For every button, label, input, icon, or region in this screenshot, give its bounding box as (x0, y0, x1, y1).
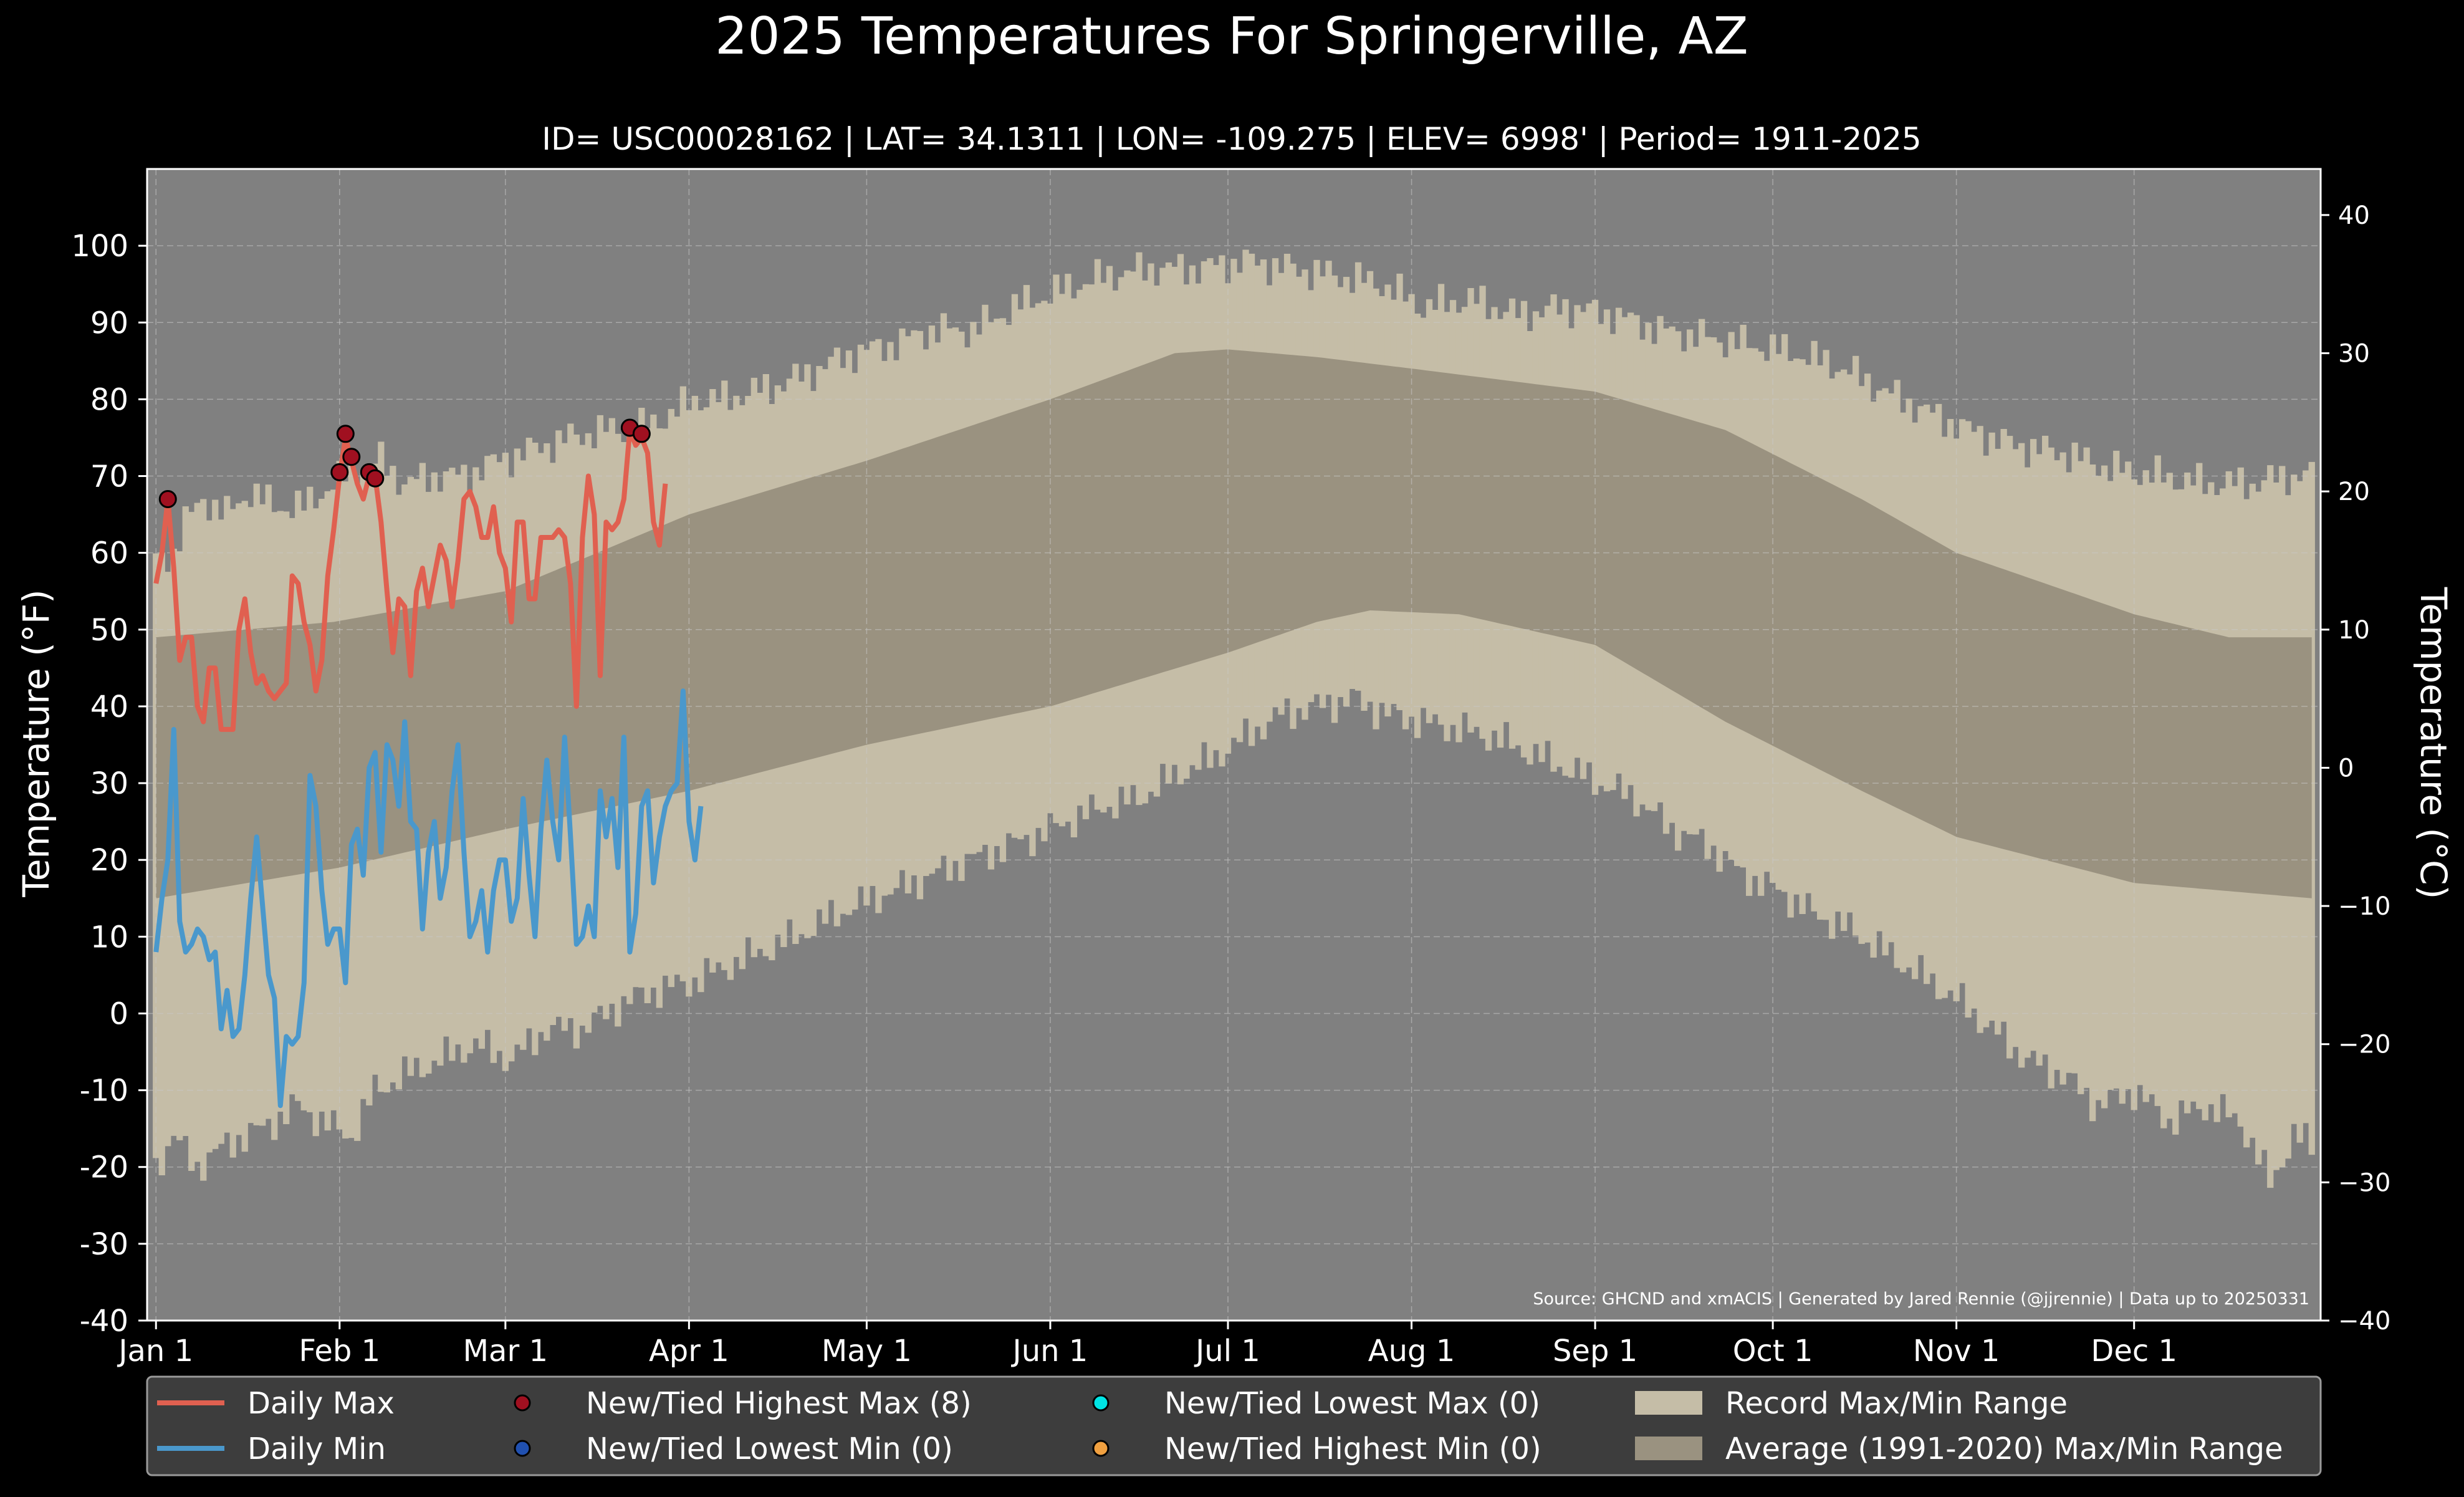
y-axis-right-ticks: −40 −30 −20 −10 0 10 20 30 40 (2321, 201, 2390, 1336)
record-high-max-marker (330, 463, 349, 481)
y-axis-label-right: Temperature (°C) (2412, 587, 2455, 900)
x-tick-label: Aug 1 (1368, 1334, 1455, 1369)
y-tick-label: 50 (90, 613, 128, 648)
record-high-max-marker (366, 469, 385, 488)
y-right-tick-label: −10 (2338, 892, 2390, 921)
legend-swatch-dot (514, 1440, 531, 1457)
y-axis-left-ticks: -40 -30 -20 -10 0 10 20 30 40 50 60 70 80 90 100 (71, 229, 147, 1339)
y-tick-label: 20 (90, 843, 128, 878)
x-axis-ticks: Jan 1 Feb 1 Mar 1 Apr 1 May 1 Jun 1 Jul 1 Aug 1… (117, 1321, 2177, 1369)
average-range-area (156, 349, 2312, 898)
record-range-bar (153, 553, 160, 1158)
y-tick-label: 60 (90, 536, 128, 571)
legend-swatch-dot (1092, 1394, 1110, 1412)
y-right-tick-label: −20 (2338, 1031, 2390, 1059)
y-right-tick-label: 40 (2338, 201, 2370, 230)
record-high-max-marker (158, 489, 177, 508)
x-tick-label: Feb 1 (299, 1334, 380, 1369)
y-right-tick-label: −30 (2338, 1168, 2390, 1197)
chart-title: 2025 Temperatures For Springerville, AZ (715, 7, 1748, 66)
y-right-tick-label: 20 (2338, 478, 2370, 506)
y-tick-label: 10 (90, 920, 128, 955)
record-high-max-marker (632, 425, 651, 443)
x-tick-label: Jan 1 (117, 1334, 193, 1369)
legend-label: Daily Max (247, 1386, 395, 1421)
record-high-max-marker (336, 425, 355, 443)
record-high-max-marker (342, 448, 361, 466)
y-tick-label: -10 (80, 1074, 128, 1109)
x-tick-label: May 1 (822, 1334, 912, 1369)
legend-label: Daily Min (247, 1432, 386, 1466)
y-tick-label: -40 (80, 1304, 128, 1339)
legend-label: New/Tied Highest Max (8) (586, 1386, 972, 1421)
legend-items: Daily Max Daily Min New/Tied Highest Max (… (157, 1386, 2283, 1466)
daily-max-line (153, 427, 668, 732)
y-tick-label: 90 (90, 306, 128, 340)
daily-min-line (153, 688, 704, 1109)
x-tick-label: Oct 1 (1733, 1334, 1813, 1369)
y-tick-label: 40 (90, 690, 128, 724)
legend-label: Average (1991-2020) Max/Min Range (1725, 1432, 2283, 1466)
y-tick-label: 100 (71, 229, 128, 264)
y-right-tick-label: −40 (2338, 1307, 2390, 1336)
x-tick-label: Jun 1 (1011, 1334, 1088, 1369)
y-axis-label-left: Temperature (°F) (15, 589, 57, 897)
legend-swatch-patch (1635, 1391, 1702, 1415)
legend-label: New/Tied Highest Min (0) (1164, 1432, 1541, 1466)
x-tick-label: Sep 1 (1553, 1334, 1637, 1369)
legend-swatch-dot (514, 1394, 531, 1412)
y-tick-label: -30 (80, 1227, 128, 1262)
legend-label: New/Tied Lowest Min (0) (586, 1432, 953, 1466)
legend-label: Record Max/Min Range (1725, 1386, 2068, 1421)
x-tick-label: Dec 1 (2091, 1334, 2177, 1369)
y-tick-label: 70 (90, 460, 128, 494)
record-high-max-markers (158, 418, 651, 508)
chart-subtitle: ID= USC00028162 | LAT= 34.1311 | LON= -1… (542, 121, 1921, 157)
x-tick-label: Nov 1 (1913, 1334, 2000, 1369)
y-right-tick-label: 30 (2338, 340, 2370, 368)
x-tick-label: Jul 1 (1194, 1334, 1260, 1369)
record-range-bar (2308, 461, 2315, 1155)
legend-box (146, 1375, 2322, 1476)
plot-area: Source: GHCND and xmACIS | Generated by … (146, 168, 2322, 1322)
y-right-tick-label: 10 (2338, 616, 2370, 645)
x-tick-label: Apr 1 (649, 1334, 729, 1369)
x-tick-label: Mar 1 (463, 1334, 548, 1369)
y-tick-label: -20 (80, 1150, 128, 1185)
source-note: Source: GHCND and xmACIS | Generated by … (1533, 1289, 2309, 1309)
y-tick-label: 0 (109, 996, 128, 1031)
legend-swatch-dot (1092, 1440, 1110, 1457)
legend-label: New/Tied Lowest Max (0) (1164, 1386, 1540, 1421)
y-tick-label: 30 (90, 766, 128, 801)
legend-swatch-patch (1635, 1437, 1702, 1460)
plot-frame (146, 168, 2322, 1322)
y-right-tick-label: 0 (2338, 754, 2354, 782)
legend: Daily Max Daily Min New/Tied Highest Max (… (146, 1375, 2322, 1476)
y-tick-label: 80 (90, 382, 128, 417)
